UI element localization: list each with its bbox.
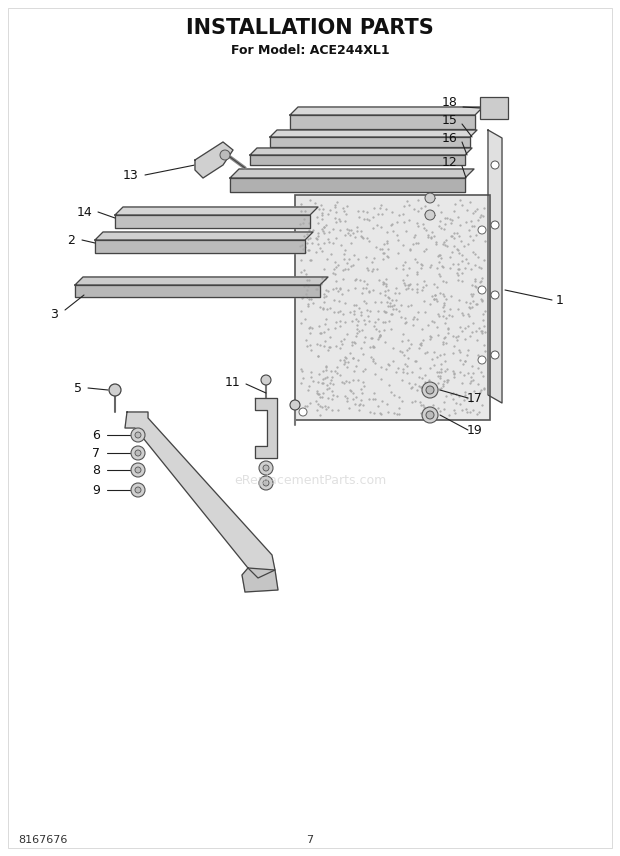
Circle shape — [131, 483, 145, 497]
Text: 15: 15 — [442, 114, 458, 127]
Text: 8167676: 8167676 — [18, 835, 68, 845]
Circle shape — [422, 407, 438, 423]
Circle shape — [261, 375, 271, 385]
Polygon shape — [250, 148, 472, 155]
Polygon shape — [75, 277, 328, 285]
Text: eReplacementParts.com: eReplacementParts.com — [234, 473, 386, 486]
Circle shape — [478, 286, 486, 294]
Circle shape — [131, 428, 145, 442]
Polygon shape — [95, 232, 313, 240]
Circle shape — [109, 384, 121, 396]
Polygon shape — [115, 215, 310, 228]
Text: INSTALLATION PARTS: INSTALLATION PARTS — [186, 18, 434, 38]
Bar — [295, 195, 490, 420]
Circle shape — [259, 461, 273, 475]
Circle shape — [299, 408, 307, 416]
Circle shape — [426, 411, 434, 419]
Circle shape — [491, 161, 499, 169]
Circle shape — [478, 226, 486, 234]
Polygon shape — [75, 285, 320, 297]
Circle shape — [131, 446, 145, 460]
Text: 19: 19 — [467, 424, 483, 437]
Text: 13: 13 — [122, 169, 138, 181]
Polygon shape — [290, 107, 483, 115]
Circle shape — [426, 386, 434, 394]
Polygon shape — [195, 142, 233, 178]
Text: 2: 2 — [67, 234, 75, 247]
Text: 5: 5 — [74, 382, 82, 395]
Circle shape — [422, 382, 438, 398]
Circle shape — [263, 465, 269, 471]
Polygon shape — [290, 115, 475, 129]
Polygon shape — [242, 568, 278, 592]
Circle shape — [259, 476, 273, 490]
Circle shape — [491, 221, 499, 229]
Polygon shape — [250, 155, 465, 165]
Polygon shape — [488, 130, 502, 403]
Circle shape — [135, 467, 141, 473]
Text: 11: 11 — [224, 376, 240, 389]
Circle shape — [491, 291, 499, 299]
Text: 9: 9 — [92, 484, 100, 496]
Circle shape — [425, 193, 435, 203]
Polygon shape — [230, 178, 465, 192]
Polygon shape — [125, 412, 275, 578]
Text: 17: 17 — [467, 391, 483, 405]
Circle shape — [478, 356, 486, 364]
Text: 16: 16 — [442, 132, 458, 145]
Circle shape — [135, 450, 141, 456]
Circle shape — [135, 432, 141, 438]
Polygon shape — [270, 130, 477, 137]
Polygon shape — [230, 169, 474, 178]
Text: 18: 18 — [442, 96, 458, 109]
Circle shape — [290, 400, 300, 410]
Circle shape — [135, 487, 141, 493]
Text: 7: 7 — [92, 447, 100, 460]
Circle shape — [425, 210, 435, 220]
Text: 14: 14 — [76, 205, 92, 218]
Circle shape — [220, 150, 230, 160]
Circle shape — [263, 480, 269, 486]
Text: 3: 3 — [50, 308, 58, 322]
Polygon shape — [115, 207, 318, 215]
Text: 6: 6 — [92, 429, 100, 442]
Circle shape — [131, 463, 145, 477]
Text: 1: 1 — [556, 294, 564, 306]
Polygon shape — [255, 398, 277, 458]
Circle shape — [491, 351, 499, 359]
Polygon shape — [270, 137, 470, 147]
Text: 8: 8 — [92, 463, 100, 477]
Text: 7: 7 — [306, 835, 314, 845]
Text: 12: 12 — [442, 156, 458, 169]
Text: For Model: ACE244XL1: For Model: ACE244XL1 — [231, 44, 389, 56]
Polygon shape — [95, 240, 305, 253]
FancyBboxPatch shape — [480, 97, 508, 119]
